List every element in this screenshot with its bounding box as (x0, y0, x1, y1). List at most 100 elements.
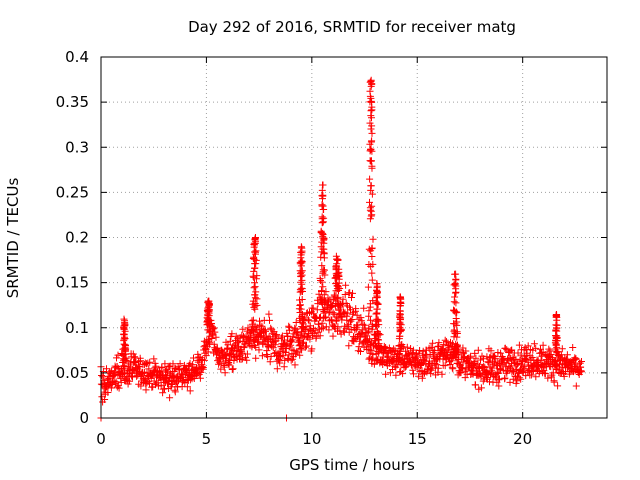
data-point (329, 296, 337, 304)
data-point (370, 360, 378, 368)
data-point (367, 107, 375, 115)
data-point (339, 295, 347, 303)
data-point (121, 327, 129, 335)
data-point (255, 338, 263, 346)
data-point (449, 340, 457, 348)
data-point (397, 325, 405, 333)
data-point (462, 347, 470, 355)
data-point (298, 271, 306, 279)
data-point (397, 315, 404, 323)
data-point (520, 362, 528, 370)
data-point (239, 325, 247, 333)
data-point (367, 145, 375, 153)
data-point (409, 366, 417, 374)
data-point (375, 330, 383, 337)
data-point (552, 312, 560, 319)
data-point (298, 346, 306, 354)
data-point (143, 360, 150, 368)
data-point (369, 351, 377, 359)
data-point (539, 341, 547, 349)
data-point (137, 357, 144, 365)
data-point (308, 345, 316, 353)
data-point (451, 329, 459, 337)
data-point (368, 269, 376, 277)
y-tick-label: 0.1 (65, 319, 89, 337)
data-point (396, 302, 404, 310)
data-point (469, 370, 477, 378)
data-point (514, 360, 522, 367)
data-point (213, 344, 221, 352)
data-point (251, 291, 259, 299)
data-point (250, 303, 258, 311)
data-point (334, 256, 342, 264)
data-point (112, 364, 119, 372)
data-point (321, 266, 328, 274)
data-point (472, 354, 480, 362)
data-point (396, 293, 404, 301)
data-point (325, 297, 332, 305)
data-point (190, 375, 198, 382)
data-point (320, 250, 328, 258)
data-point (570, 368, 578, 375)
data-point (497, 349, 505, 357)
data-point (366, 140, 374, 148)
data-point (273, 331, 281, 339)
data-point (546, 347, 554, 355)
data-point (348, 316, 356, 323)
data-point (171, 364, 179, 372)
data-point (337, 303, 344, 311)
data-point (315, 320, 323, 328)
data-point (553, 343, 561, 351)
data-point (299, 320, 307, 328)
data-point (382, 370, 390, 378)
data-point (291, 324, 299, 332)
data-point (312, 333, 320, 341)
data-point (322, 313, 330, 321)
data-point (368, 157, 375, 165)
data-point (484, 358, 492, 366)
data-point (485, 359, 493, 367)
data-point (193, 364, 200, 372)
data-point (251, 302, 259, 310)
data-point (333, 269, 341, 277)
data-point (204, 317, 211, 325)
data-point (367, 316, 374, 324)
data-point (253, 272, 261, 280)
data-point (451, 320, 459, 328)
data-point (252, 354, 260, 362)
data-point (477, 356, 484, 364)
data-point (286, 323, 294, 331)
data-point (296, 309, 304, 316)
data-point (115, 384, 123, 392)
data-point (335, 275, 343, 283)
data-point (572, 355, 580, 363)
data-point (250, 267, 258, 275)
data-point (366, 119, 374, 127)
data-point (168, 381, 175, 388)
data-point (113, 383, 121, 391)
data-point (266, 316, 273, 324)
data-point (103, 365, 110, 373)
data-point (320, 291, 328, 299)
data-point (501, 374, 509, 382)
data-point (412, 355, 419, 363)
data-point (320, 206, 328, 213)
data-point (329, 309, 337, 317)
data-point (271, 341, 279, 349)
data-point (228, 366, 236, 373)
data-point (332, 266, 340, 274)
data-point (218, 346, 226, 354)
data-point (544, 374, 552, 382)
data-point (320, 235, 328, 243)
data-point (267, 324, 275, 332)
data-point (552, 347, 560, 355)
data-point (238, 355, 246, 363)
data-point (121, 335, 129, 342)
data-point (551, 360, 559, 368)
data-point (226, 337, 234, 345)
x-tick-label: 20 (513, 430, 532, 448)
data-point (431, 347, 439, 355)
data-point (352, 305, 360, 313)
data-point (368, 276, 376, 284)
data-point (578, 358, 585, 365)
